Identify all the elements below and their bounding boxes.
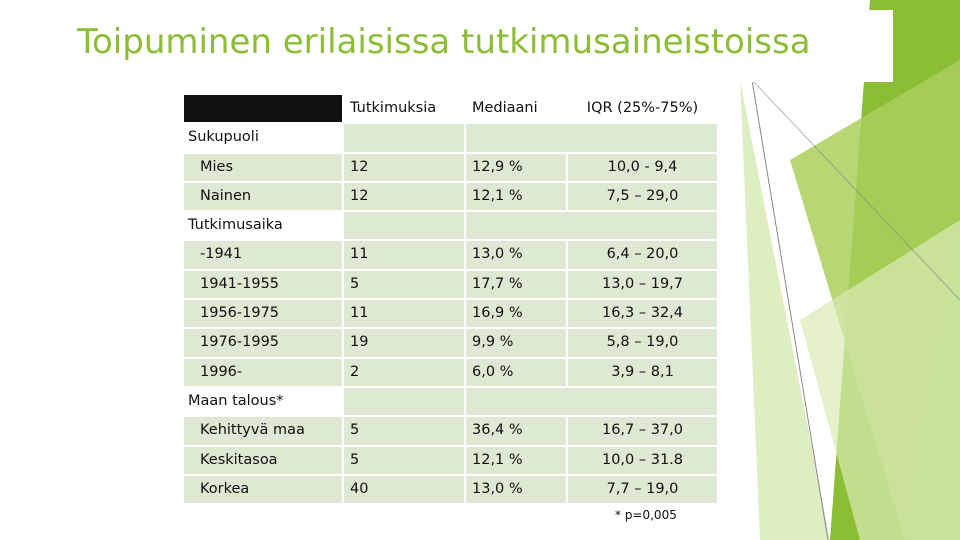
row-label: 1976-1995 bbox=[184, 329, 342, 357]
iqr-cell: 16,7 – 37,0 bbox=[568, 417, 717, 445]
iqr-cell: 5,8 – 19,0 bbox=[568, 329, 717, 357]
studies-cell: 12 bbox=[344, 182, 464, 211]
table-row: 1956-1975 11 16,9 % 16,3 – 32,4 bbox=[184, 300, 717, 328]
median-cell: 13,0 % bbox=[466, 241, 566, 269]
header-corner bbox=[184, 95, 342, 123]
median-cell: 9,9 % bbox=[466, 329, 566, 357]
header-median: Mediaani bbox=[466, 95, 566, 123]
iqr-cell: 13,0 – 19,7 bbox=[568, 270, 717, 299]
footnote: * p=0,005 bbox=[615, 508, 677, 522]
header-iqr: IQR (25%-75%) bbox=[568, 95, 717, 123]
table-row: 1996- 2 6,0 % 3,9 – 8,1 bbox=[184, 358, 717, 386]
section-spacer-cell bbox=[344, 387, 464, 416]
title-box: Toipuminen erilaisissa tutkimusaineistoi… bbox=[65, 10, 893, 82]
iqr-cell: 16,3 – 32,4 bbox=[568, 300, 717, 328]
section-spacer-cell bbox=[466, 124, 717, 152]
section-spacer-cell bbox=[344, 124, 464, 152]
table-row: 1976-1995 19 9,9 % 5,8 – 19,0 bbox=[184, 329, 717, 357]
studies-cell: 19 bbox=[344, 329, 464, 357]
studies-cell: 12 bbox=[344, 153, 464, 181]
iqr-cell: 10,0 – 31.8 bbox=[568, 446, 717, 474]
table-section-row: Tutkimusaika bbox=[184, 212, 717, 240]
results-table: Tutkimuksia Mediaani IQR (25%-75%) Sukup… bbox=[182, 93, 719, 505]
median-cell: 16,9 % bbox=[466, 300, 566, 328]
iqr-cell: 10,0 - 9,4 bbox=[568, 153, 717, 181]
section-label: Sukupuoli bbox=[184, 124, 342, 152]
row-label: Kehittyvä maa bbox=[184, 417, 342, 445]
row-label: 1941-1955 bbox=[184, 270, 342, 299]
studies-cell: 2 bbox=[344, 358, 464, 386]
table-header-row: Tutkimuksia Mediaani IQR (25%-75%) bbox=[184, 95, 717, 123]
header-studies: Tutkimuksia bbox=[344, 95, 464, 123]
section-label: Maan talous* bbox=[184, 387, 342, 416]
table-row: Mies 12 12,9 % 10,0 - 9,4 bbox=[184, 153, 717, 181]
table-row: Kehittyvä maa 5 36,4 % 16,7 – 37,0 bbox=[184, 417, 717, 445]
section-spacer-cell bbox=[344, 212, 464, 240]
row-label: Korkea bbox=[184, 475, 342, 504]
studies-cell: 11 bbox=[344, 300, 464, 328]
table-row: Korkea 40 13,0 % 7,7 – 19,0 bbox=[184, 475, 717, 504]
median-cell: 17,7 % bbox=[466, 270, 566, 299]
row-label: Keskitasoa bbox=[184, 446, 342, 474]
iqr-cell: 3,9 – 8,1 bbox=[568, 358, 717, 386]
median-cell: 12,1 % bbox=[466, 182, 566, 211]
section-label: Tutkimusaika bbox=[184, 212, 342, 240]
iqr-cell: 7,5 – 29,0 bbox=[568, 182, 717, 211]
studies-cell: 5 bbox=[344, 446, 464, 474]
row-label: -1941 bbox=[184, 241, 342, 269]
median-cell: 12,1 % bbox=[466, 446, 566, 474]
table-row: Keskitasoa 5 12,1 % 10,0 – 31.8 bbox=[184, 446, 717, 474]
median-cell: 6,0 % bbox=[466, 358, 566, 386]
table-row: Nainen 12 12,1 % 7,5 – 29,0 bbox=[184, 182, 717, 211]
studies-cell: 5 bbox=[344, 270, 464, 299]
studies-cell: 40 bbox=[344, 475, 464, 504]
row-label: Nainen bbox=[184, 182, 342, 211]
row-label: 1996- bbox=[184, 358, 342, 386]
table-section-row: Maan talous* bbox=[184, 387, 717, 416]
median-cell: 12,9 % bbox=[466, 153, 566, 181]
row-label: 1956-1975 bbox=[184, 300, 342, 328]
table-row: 1941-1955 5 17,7 % 13,0 – 19,7 bbox=[184, 270, 717, 299]
median-cell: 36,4 % bbox=[466, 417, 566, 445]
iqr-cell: 7,7 – 19,0 bbox=[568, 475, 717, 504]
iqr-cell: 6,4 – 20,0 bbox=[568, 241, 717, 269]
studies-cell: 5 bbox=[344, 417, 464, 445]
table-row: -1941 11 13,0 % 6,4 – 20,0 bbox=[184, 241, 717, 269]
section-spacer-cell bbox=[466, 212, 717, 240]
slide-title: Toipuminen erilaisissa tutkimusaineistoi… bbox=[77, 22, 811, 62]
table-section-row: Sukupuoli bbox=[184, 124, 717, 152]
median-cell: 13,0 % bbox=[466, 475, 566, 504]
row-label: Mies bbox=[184, 153, 342, 181]
section-spacer-cell bbox=[466, 387, 717, 416]
studies-cell: 11 bbox=[344, 241, 464, 269]
